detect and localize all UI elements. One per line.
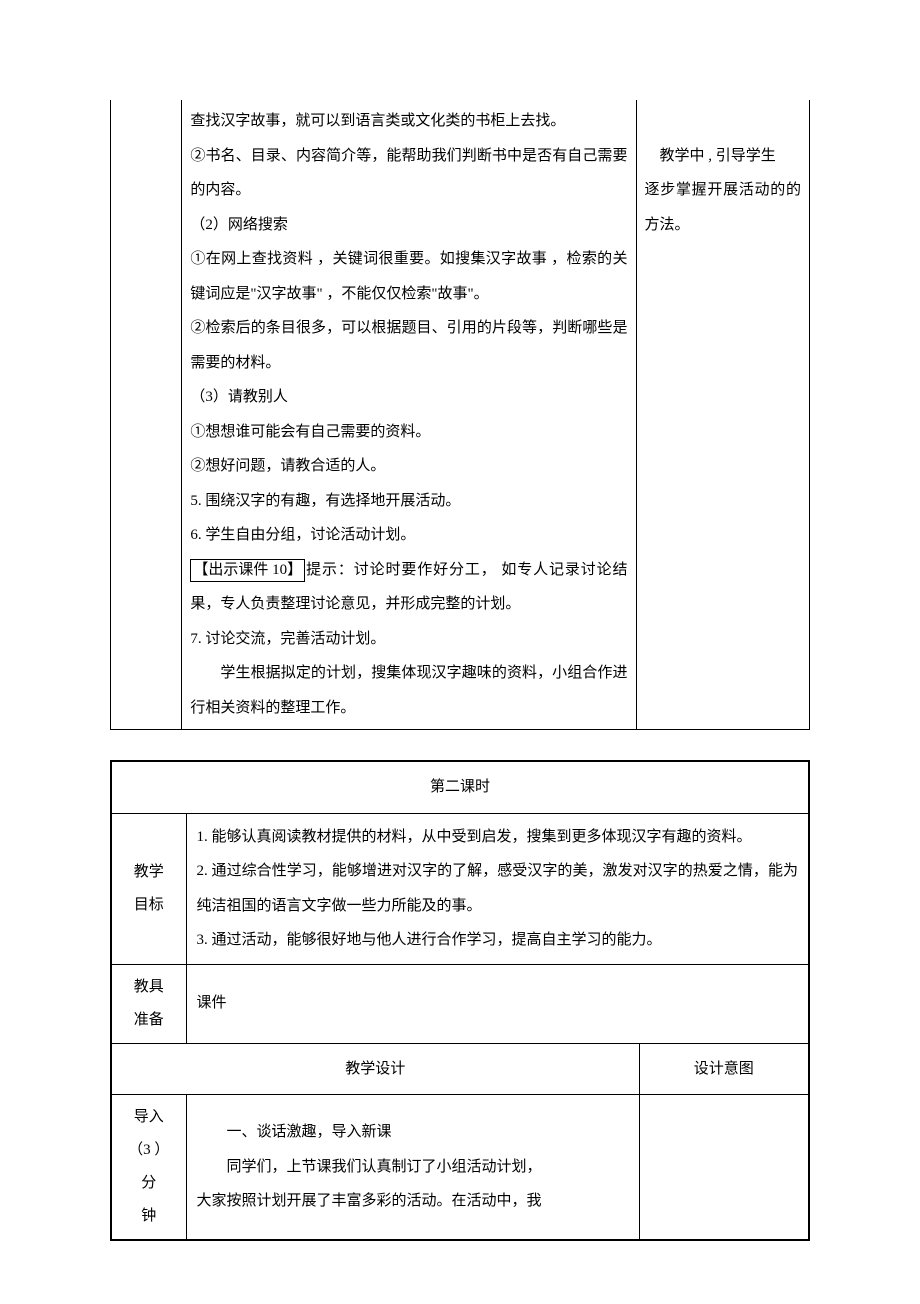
mid-line-0: 查找汉字故事，就可以到语言类或文化类的书柜上去找。: [190, 104, 627, 139]
intro-phase-label: 导入 （3 ）分 钟: [111, 1095, 186, 1241]
mid-line-6: ①想想谁可能会有自己需要的资料。: [190, 415, 627, 450]
intro-phase-content: 一、谈话激趣，导入新课 同学们，上节课我们认真制订了小组活动计划， 大家按照计划…: [186, 1095, 639, 1241]
teaching-design-header: 教学设计: [111, 1043, 639, 1095]
goal-line-2: 2. 通过综合性学习，能够增进对汉字的了解，感受汉字的美，激发对汉字的热爱之情，…: [197, 854, 799, 923]
mid-line-7: ②想好问题，请教合适的人。: [190, 449, 627, 484]
intro-content-l1: 一、谈话激趣，导入新课: [197, 1115, 629, 1150]
right-blank: [645, 104, 801, 139]
teaching-tools-label: 教具准备: [111, 964, 186, 1043]
mid-indented-line: 学生根据拟定的计划，搜集体现汉字趣味的资料，小组合作进行相关资料的整理工作。: [190, 656, 627, 725]
intro-content-l2: 同学们，上节课我们认真制订了小组活动计划，: [197, 1150, 629, 1185]
teaching-tools-content: 课件: [186, 964, 809, 1043]
top-mid-cell: 查找汉字故事，就可以到语言类或文化类的书柜上去找。 ②书名、目录、内容简介等，能…: [182, 100, 636, 730]
right-line-1: 教学中 , 引导学生: [645, 139, 801, 174]
mid-line-3: ①在网上查找资料 ，关键词很重要。如搜集汉字故事 ，检索的关键词应是"汉字故事"…: [190, 242, 627, 311]
intro-label-l2: （3 ）分: [128, 1142, 169, 1191]
mid-line-8: 5. 围绕汉字的有趣，有选择地开展活动。: [190, 484, 627, 519]
intro-design-intent: [639, 1095, 809, 1241]
mid-line-item7: 7. 讨论交流，完善活动计划。: [190, 622, 627, 657]
lesson-plan-table: 第二课时 教学目标 1. 能够认真阅读教材提供的材料，从中受到启发，搜集到更多体…: [110, 760, 810, 1241]
mid-line-9: 6. 学生自由分组，讨论活动计划。: [190, 518, 627, 553]
mid-line-1: ②书名、目录、内容简介等，能帮助我们判断书中是否有自己需要的内容。: [190, 139, 627, 208]
design-intent-header: 设计意图: [639, 1043, 809, 1095]
slide-reference-box: 【出示课件 10】: [190, 559, 305, 582]
mid-line-4: ②检索后的条目很多，可以根据题目、引用的片段等，判断哪些是需要的材料。: [190, 311, 627, 380]
mid-line-5: （3）请教别人: [190, 380, 627, 415]
top-left-cell: [111, 100, 182, 730]
intro-content-l3: 大家按照计划开展了丰富多彩的活动。在活动中，我: [197, 1184, 629, 1219]
goal-line-1: 1. 能够认真阅读教材提供的材料，从中受到启发，搜集到更多体现汉字有趣的资料。: [197, 820, 799, 855]
table-spacer: [110, 730, 810, 760]
intro-label-l1: 导入: [134, 1109, 164, 1125]
right-line-2: 逐步掌握开展活动的的方法。: [645, 173, 801, 242]
teaching-goal-label: 教学目标: [111, 813, 186, 964]
goal-line-3: 3. 通过活动，能够很好地与他人进行合作学习，提高自主学习的能力。: [197, 923, 799, 958]
top-right-cell: 教学中 , 引导学生 逐步掌握开展活动的的方法。: [636, 100, 809, 730]
mid-boxed-line: 【出示课件 10】提示：讨论时要作好分工， 如专人记录讨论结果，专人负责整理讨论…: [190, 553, 627, 622]
mid-line-2: （2）网络搜索: [190, 208, 627, 243]
intro-label-l3: 钟: [141, 1208, 156, 1224]
lesson-title-cell: 第二课时: [111, 761, 809, 813]
teaching-goal-content: 1. 能够认真阅读教材提供的材料，从中受到启发，搜集到更多体现汉字有趣的资料。 …: [186, 813, 809, 964]
top-content-table: 查找汉字故事，就可以到语言类或文化类的书柜上去找。 ②书名、目录、内容简介等，能…: [110, 100, 810, 730]
